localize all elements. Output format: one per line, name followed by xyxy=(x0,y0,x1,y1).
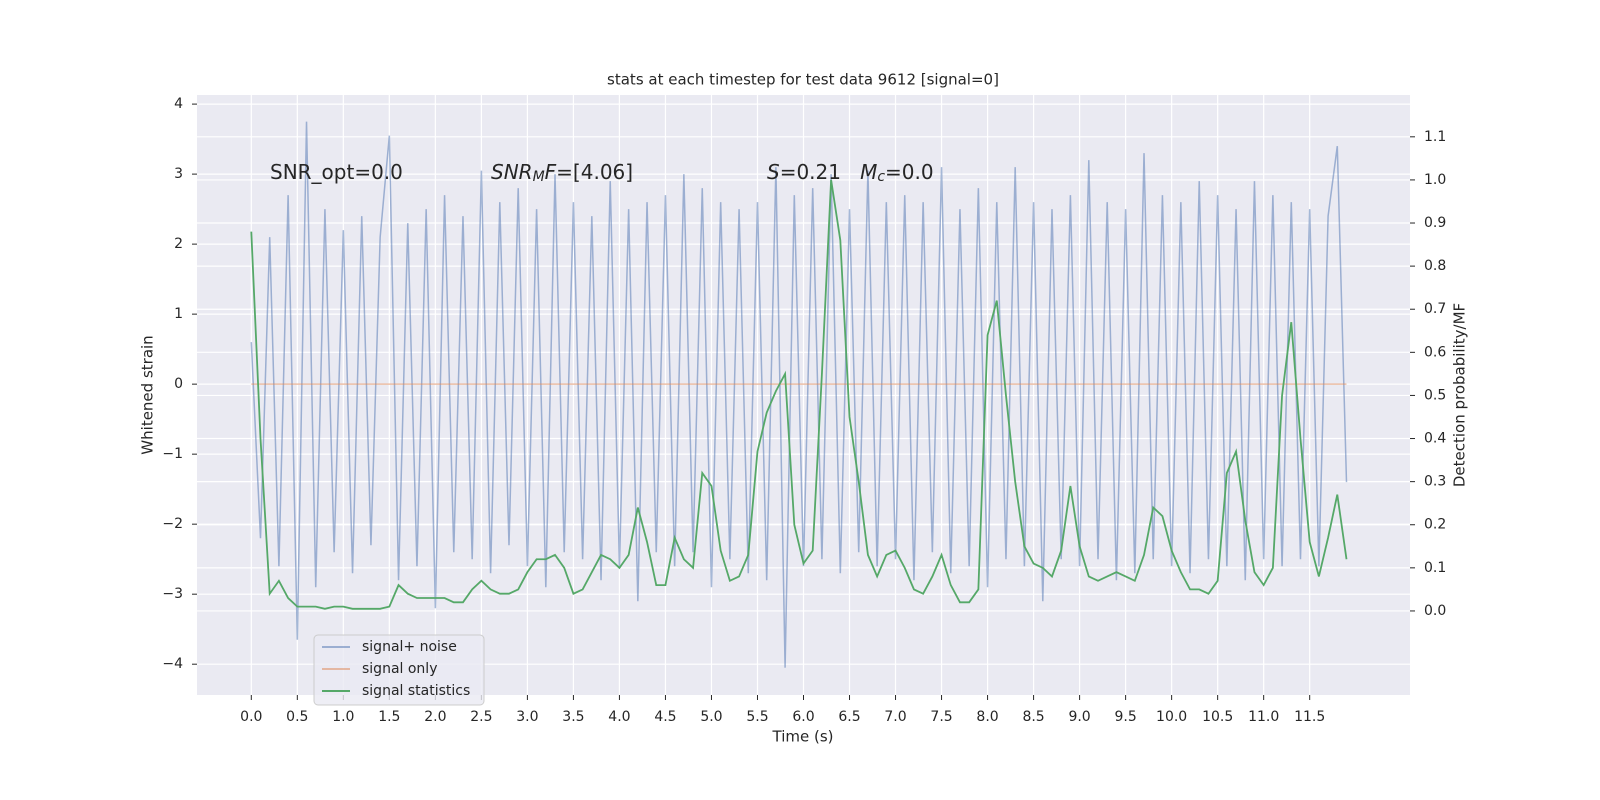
legend-box xyxy=(313,634,485,706)
x-tick-label: 6.0 xyxy=(792,709,814,725)
x-tick-label: 6.5 xyxy=(838,709,860,725)
x-axis-label: Time (s) xyxy=(772,728,834,746)
y2-tick-label: 0.2 xyxy=(1424,517,1446,533)
marks xyxy=(250,121,1348,668)
x-tick-label: 9.0 xyxy=(1068,709,1090,725)
x-tick-label: 5.5 xyxy=(746,709,768,725)
x-tick-label: 9.5 xyxy=(1114,709,1136,725)
annotation: S=0.21 Mc=0.0 xyxy=(767,160,934,185)
y2-tick-label: 1.0 xyxy=(1424,172,1446,188)
annotation-part: F xyxy=(545,160,557,184)
y-tick-label: −2 xyxy=(162,516,183,532)
y-axis-label: Whitened strain xyxy=(139,335,157,454)
y2-axis-label: Detection probability/MF xyxy=(1451,303,1469,487)
annotations: SNR_opt=0.0 SNRMF=[4.06] S=0.21 Mc=0.0 xyxy=(270,160,934,185)
y2-tick-label: 0.5 xyxy=(1424,387,1446,403)
y-tick-label: −3 xyxy=(162,586,183,602)
series-line xyxy=(250,179,1348,610)
y2-tick-label: 0.7 xyxy=(1424,301,1446,317)
y2-tick-label: 0.0 xyxy=(1424,603,1446,619)
annotation-part: =0.21 xyxy=(780,160,860,184)
y2-tick-label: 1.1 xyxy=(1424,129,1446,145)
annotation: SNRMF=[4.06] xyxy=(491,160,633,185)
x-tick-label: 8.5 xyxy=(1022,709,1044,725)
annotation-part: =0.0 xyxy=(885,160,934,184)
y-tick-label: 3 xyxy=(174,166,183,182)
x-tick-label: 4.0 xyxy=(608,709,630,725)
axes: 0.0 0.5 1.0 1.5 2.0 2.5 3.0 3.5 4.0 4.5 5.0 5.5 6.0 6… xyxy=(162,96,1446,725)
x-tick-label: 0.0 xyxy=(240,709,262,725)
annotation-part: c xyxy=(877,169,885,185)
y2-tick-label: 0.6 xyxy=(1424,344,1446,360)
y2-tick-label: 0.3 xyxy=(1424,474,1446,490)
y-tick-label: 2 xyxy=(174,236,183,252)
y2-tick-label: 0.1 xyxy=(1424,560,1446,576)
x-tick-label: 2.0 xyxy=(424,709,446,725)
x-tick-label: 11.5 xyxy=(1294,709,1325,725)
legend-label: signal statistics xyxy=(362,683,470,699)
y-tick-label: 4 xyxy=(174,96,183,112)
x-tick-label: 3.0 xyxy=(516,709,538,725)
legend-label: signal only xyxy=(362,661,437,677)
x-tick-label: 10.5 xyxy=(1202,709,1233,725)
series-line xyxy=(250,121,1348,668)
y-tick-label: −1 xyxy=(162,446,183,462)
annotation-part: M xyxy=(860,160,877,184)
y2-tick-label: 0.9 xyxy=(1424,215,1446,231)
y-tick-label: 0 xyxy=(174,376,183,392)
annotation-part: M xyxy=(533,169,545,185)
x-tick-label: 8.0 xyxy=(976,709,998,725)
x-tick-label: 4.5 xyxy=(654,709,676,725)
y-tick-label: −4 xyxy=(162,656,183,672)
x-tick-label: 1.0 xyxy=(332,709,354,725)
annotation-part: =[4.06] xyxy=(556,160,633,184)
annotation-part: SNR xyxy=(491,160,533,184)
x-tick-label: 11.0 xyxy=(1248,709,1279,725)
x-tick-label: 0.5 xyxy=(286,709,308,725)
x-tick-label: 5.0 xyxy=(700,709,722,725)
annotation-part: S xyxy=(767,160,780,184)
legend-label: signal+ noise xyxy=(362,639,457,655)
y-tick-label: 1 xyxy=(174,306,183,322)
x-tick-label: 2.5 xyxy=(470,709,492,725)
annotation-part: SNR_opt=0.0 xyxy=(270,160,403,184)
x-tick-label: 7.0 xyxy=(884,709,906,725)
chart-title: stats at each timestep for test data 961… xyxy=(607,71,999,89)
x-tick-label: 10.0 xyxy=(1156,709,1187,725)
x-tick-label: 7.5 xyxy=(930,709,952,725)
y2-tick-label: 0.4 xyxy=(1424,431,1446,447)
y2-tick-label: 0.8 xyxy=(1424,258,1446,274)
x-tick-label: 1.5 xyxy=(378,709,400,725)
annotation: SNR_opt=0.0 xyxy=(270,160,403,184)
legend: signal+ noise signal only signal statistic… xyxy=(313,634,485,706)
x-tick-label: 3.5 xyxy=(562,709,584,725)
